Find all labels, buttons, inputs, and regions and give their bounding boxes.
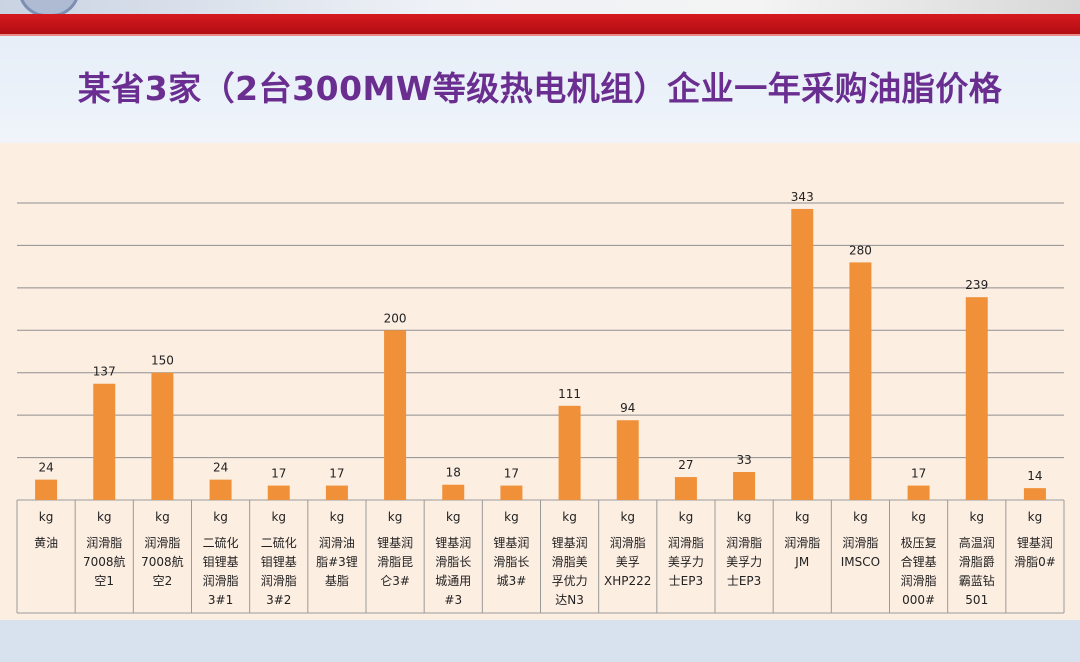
unit-label: kg [155, 510, 170, 524]
category-label: 二硫化钼锂基润滑脂 3#1 [203, 535, 239, 607]
unit-label: kg [737, 510, 752, 524]
bar [849, 262, 872, 500]
data-label: 24 [213, 461, 228, 475]
unit-label: kg [795, 510, 810, 524]
bar [791, 208, 814, 500]
unit-label: kg [330, 510, 345, 524]
data-label: 94 [620, 401, 635, 415]
title-band [0, 36, 1080, 144]
bar [35, 479, 58, 500]
bar [267, 485, 290, 500]
data-label: 17 [504, 467, 519, 481]
category-label: 润滑脂 7008航空2 [141, 535, 184, 588]
category-label: 润滑脂 IMSCO [841, 535, 880, 569]
bar [965, 297, 988, 500]
data-label: 17 [911, 467, 926, 481]
unit-label: kg [853, 510, 868, 524]
data-label: 27 [678, 458, 693, 472]
category-label: 锂基润滑脂昆仑3# [377, 535, 413, 588]
data-label: 17 [271, 467, 286, 481]
data-label: 343 [791, 190, 814, 204]
red-banner-bar [0, 14, 1080, 36]
unit-label: kg [446, 510, 461, 524]
category-label: 极压复合锂基润滑脂 000# [901, 536, 937, 607]
bar [209, 479, 232, 500]
data-label: 33 [736, 453, 751, 467]
unit-label: kg [911, 510, 926, 524]
unit-label: kg [213, 510, 228, 524]
unit-label: kg [271, 510, 286, 524]
data-label: 280 [849, 243, 872, 257]
unit-label: kg [679, 510, 694, 524]
data-label: 111 [558, 387, 581, 401]
category-label: 高温润滑脂爵霸蓝钻 501 [959, 535, 995, 607]
category-label: 润滑脂 7008航空1 [83, 535, 126, 588]
bottom-band [0, 620, 1080, 662]
category-label: 润滑脂美孚力士EP3 [668, 535, 704, 588]
data-label: 150 [151, 354, 174, 368]
data-label: 137 [93, 365, 116, 379]
category-label: 润滑油脂#3锂基脂 [316, 536, 358, 588]
page-title: 某省3家（2台300MW等级热电机组）企业一年采购油脂价格 [77, 69, 1003, 108]
unit-label: kg [562, 510, 577, 524]
unit-label: kg [388, 510, 403, 524]
bar [325, 485, 348, 500]
data-label: 200 [384, 311, 407, 325]
unit-label: kg [620, 510, 635, 524]
bar [674, 477, 697, 500]
unit-label: kg [97, 510, 112, 524]
unit-label: kg [504, 510, 519, 524]
data-label: 14 [1027, 469, 1042, 483]
bar [151, 372, 174, 500]
unit-label: kg [1028, 510, 1043, 524]
data-label: 17 [329, 467, 344, 481]
bar [616, 420, 639, 500]
unit-label: kg [39, 510, 54, 524]
data-label: 239 [965, 278, 988, 292]
category-label: 锂基润滑脂美孚优力达N3 [552, 535, 588, 607]
unit-label: kg [969, 510, 984, 524]
bar [93, 383, 116, 500]
category-label: 润滑脂美孚力士EP3 [726, 535, 762, 588]
bar [442, 484, 465, 500]
bar-chart: 24 kg 黄油 137 kg 润滑脂 7008航空1 150 kg 润滑脂 7008航空2 24 kg… [16, 190, 1065, 614]
bar [558, 405, 581, 500]
bar [733, 471, 756, 500]
top-banner [0, 0, 1080, 17]
category-label: 黄油 [34, 536, 58, 550]
data-label: 18 [446, 466, 461, 480]
category-label: 锂基润滑脂0# [1014, 535, 1056, 569]
bar [384, 330, 407, 500]
bar [500, 485, 523, 500]
category-label: 润滑脂美孚 XHP222 [604, 535, 651, 588]
bar [907, 485, 930, 500]
category-label: 二硫化钼锂基润滑脂 3#2 [261, 535, 297, 607]
bar [1023, 488, 1046, 500]
category-label: 锂基润滑脂长城3# [493, 535, 529, 588]
category-label: 润滑脂 JM [784, 535, 820, 569]
category-label: 锂基润滑脂长城通用#3 [435, 535, 471, 607]
data-label: 24 [38, 461, 53, 475]
